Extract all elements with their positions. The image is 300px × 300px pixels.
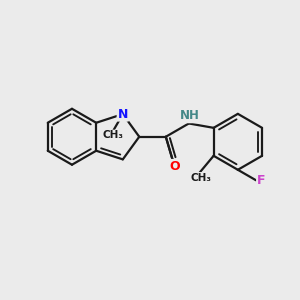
Text: NH: NH: [180, 109, 200, 122]
Text: CH₃: CH₃: [103, 130, 124, 140]
Text: CH₃: CH₃: [190, 173, 212, 183]
Text: F: F: [257, 174, 266, 187]
Text: O: O: [169, 160, 180, 173]
Text: N: N: [118, 108, 128, 121]
